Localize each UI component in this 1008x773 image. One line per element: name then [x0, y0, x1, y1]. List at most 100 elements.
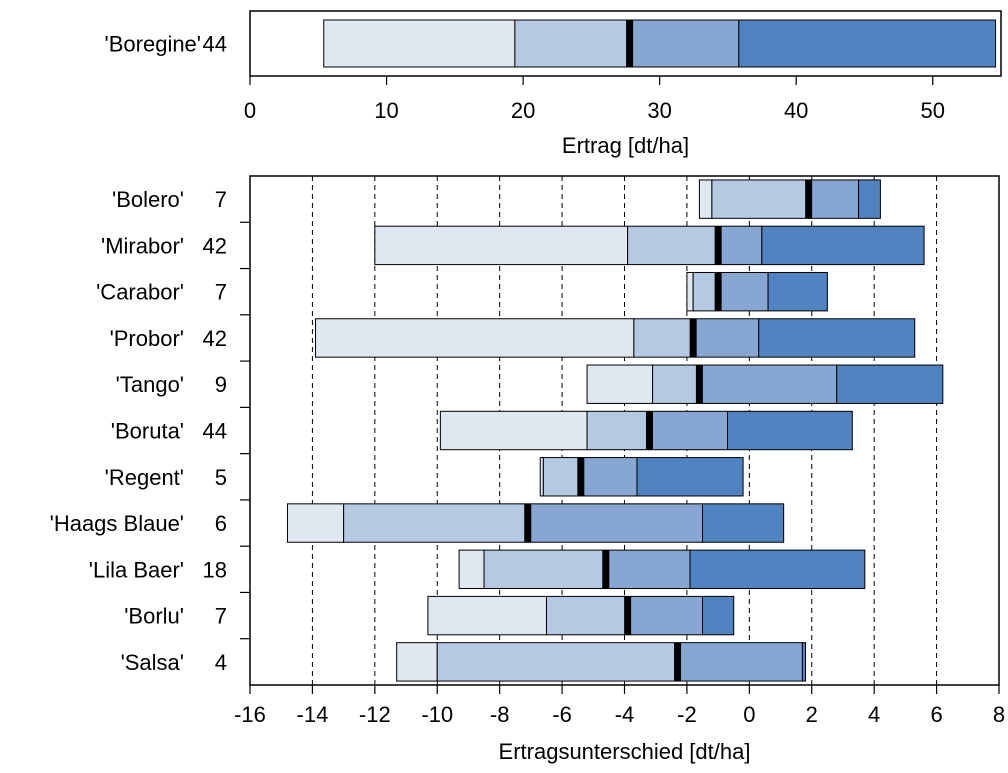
x-tick-label: 2 — [806, 702, 818, 727]
box-segment-4 — [702, 503, 785, 543]
box-segment-3 — [717, 271, 769, 312]
box-segment-3 — [692, 318, 760, 358]
category-label: 'Boregine' — [105, 32, 201, 57]
box-segment-3 — [698, 364, 838, 404]
box-segment-1 — [286, 503, 345, 543]
x-tick-label: 10 — [374, 98, 398, 123]
box-segment-3 — [527, 503, 704, 543]
bottom-x-axis-label: Ertragsunterschied [dt/ha] — [499, 739, 751, 764]
box-segment-1 — [374, 225, 629, 266]
box-segment-3 — [648, 410, 728, 451]
category-label: 'Mirabor' — [101, 233, 184, 258]
box-segment-1 — [315, 318, 635, 358]
median-marker — [805, 179, 813, 219]
count-label: 44 — [203, 419, 227, 444]
box-segment-1 — [323, 19, 516, 68]
count-label: 4 — [215, 650, 227, 675]
x-tick-label: 20 — [511, 98, 535, 123]
median-marker — [714, 272, 722, 311]
count-label: 42 — [203, 233, 227, 258]
category-label: 'Salsa' — [121, 650, 184, 675]
category-label: 'Tango' — [116, 372, 184, 397]
x-tick-label: -8 — [490, 702, 510, 727]
count-label: 6 — [215, 511, 227, 536]
x-tick-label: 0 — [743, 702, 755, 727]
count-label: 44 — [203, 32, 227, 57]
box-segment-2 — [542, 457, 582, 497]
box-segment-4 — [702, 595, 735, 636]
x-tick-label: 8 — [993, 702, 1005, 727]
median-marker — [695, 365, 703, 404]
count-label: 42 — [203, 326, 227, 351]
box-segment-3 — [627, 595, 704, 636]
box-segment-4 — [767, 271, 828, 312]
x-tick-label: 0 — [244, 98, 256, 123]
x-tick-label: -16 — [234, 702, 266, 727]
x-tick-label: 50 — [920, 98, 944, 123]
box-segment-4 — [636, 457, 744, 497]
count-label: 5 — [215, 465, 227, 490]
x-tick-label: 30 — [647, 98, 671, 123]
box-segment-2 — [652, 364, 700, 404]
box-segment-3 — [808, 179, 860, 219]
median-marker — [602, 550, 610, 589]
box-segment-4 — [758, 318, 916, 358]
x-tick-label: -12 — [359, 702, 391, 727]
box-segment-2 — [436, 642, 679, 682]
box-segment-2 — [514, 19, 631, 68]
box-segment-2 — [483, 549, 607, 590]
box-segment-1 — [586, 364, 654, 404]
box-segment-2 — [692, 271, 719, 312]
box-segment-1 — [427, 595, 547, 636]
plot-frame — [249, 10, 1002, 77]
count-label: 7 — [215, 604, 227, 629]
count-label: 18 — [203, 557, 227, 582]
box-segment-2 — [545, 595, 629, 636]
box-segment-2 — [343, 503, 529, 543]
count-label: 7 — [215, 280, 227, 305]
box-segment-2 — [627, 225, 719, 266]
box-segment-4 — [738, 19, 997, 68]
median-marker — [689, 318, 697, 358]
top-boxplot-chart: 'Boregine' 44 0 10 20 30 40 50 Ertrag [dt/ha] — [105, 10, 1002, 158]
category-label: 'Borlu' — [124, 604, 184, 629]
bottom-boxplot-chart: 'Bolero' 7'Mirabor' 42'Carabor' 7'Probor' 42… — [50, 175, 1005, 764]
median-marker — [714, 226, 722, 265]
category-label: 'Haags Blaue' — [50, 511, 184, 536]
x-tick-label: -6 — [552, 702, 572, 727]
x-tick-label: 6 — [930, 702, 942, 727]
box-segment-3 — [580, 457, 638, 497]
category-label: 'Boruta' — [111, 419, 184, 444]
box-segment-1 — [458, 549, 485, 590]
x-tick-label: -14 — [297, 702, 329, 727]
box-segment-1 — [686, 271, 694, 312]
x-tick-label: -10 — [421, 702, 453, 727]
box-segment-3 — [629, 19, 740, 68]
box-segment-4 — [761, 225, 925, 266]
count-label: 7 — [215, 187, 227, 212]
box-segment-3 — [605, 549, 691, 590]
box-segment-2 — [711, 179, 810, 219]
count-label: 9 — [215, 372, 227, 397]
x-tick-label: -4 — [615, 702, 635, 727]
median-marker — [577, 457, 585, 496]
median-marker — [524, 503, 532, 543]
box-segment-4 — [858, 179, 881, 219]
box-segment-1 — [698, 179, 713, 219]
box-segment-4 — [836, 364, 944, 404]
box-segment-4 — [689, 549, 866, 590]
category-label: 'Probor' — [110, 326, 184, 351]
box-segment-1 — [439, 410, 588, 451]
category-label: 'Regent' — [105, 465, 184, 490]
median-marker — [626, 20, 634, 67]
top-x-axis-label: Ertrag [dt/ha] — [562, 133, 689, 158]
category-label: 'Lila Baer' — [89, 557, 184, 582]
median-marker — [624, 596, 632, 635]
median-marker — [645, 411, 653, 450]
box-segment-4 — [726, 410, 853, 451]
median-marker — [674, 642, 682, 682]
category-label: 'Carabor' — [96, 280, 184, 305]
box-segment-3 — [677, 642, 803, 682]
category-label: 'Bolero' — [112, 187, 184, 212]
x-tick-label: -2 — [677, 702, 697, 727]
